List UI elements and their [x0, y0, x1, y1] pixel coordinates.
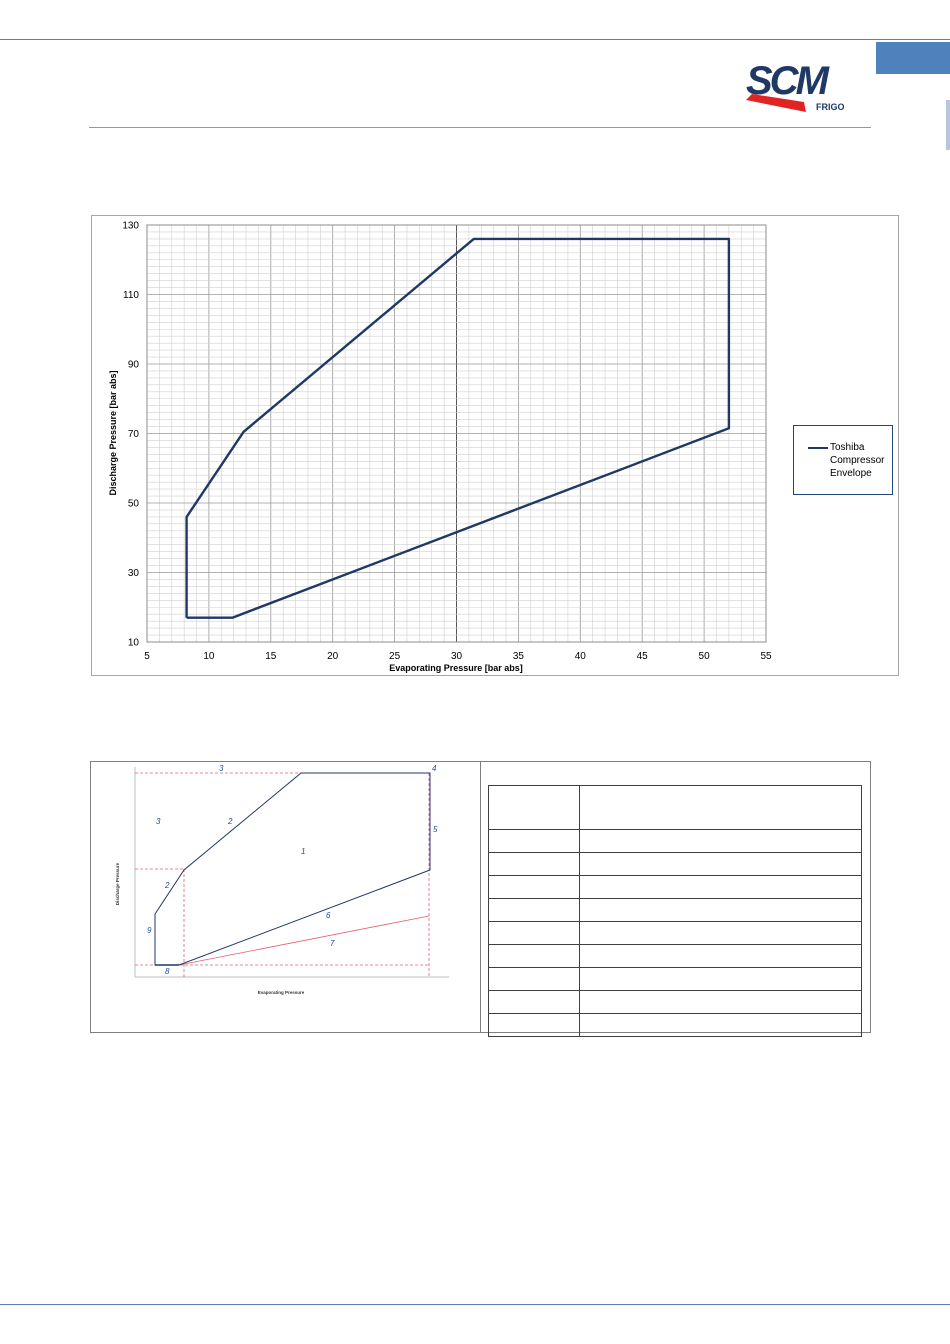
region-table [488, 785, 862, 1037]
region-label: 2 [227, 817, 233, 826]
table-row [488, 921, 862, 945]
x-tick-label: 5 [144, 651, 150, 662]
y-tick-label: 10 [128, 638, 140, 649]
y-tick-label: 90 [128, 360, 140, 371]
panel-divider [480, 762, 481, 1032]
table-cell [488, 852, 580, 876]
x-tick-label: 10 [203, 651, 215, 662]
table-cell [579, 898, 862, 922]
table-cell [488, 921, 580, 945]
y-tick-label: 110 [123, 290, 139, 301]
region-label: 8 [165, 967, 170, 976]
envelope-diagram-panel: 3 4 3 2 5 1 2 6 9 7 8 Evaporating Pressu… [90, 761, 871, 1033]
table-cell [488, 898, 580, 922]
table-cell [488, 990, 580, 1014]
logo-main-text: SCM [746, 59, 831, 103]
series-line-toshiba-envelope [185, 237, 731, 619]
y-tick-label: 50 [128, 499, 140, 510]
table-row [488, 875, 862, 899]
envelope-chart-frame: 5 10 15 20 25 30 35 40 45 50 55 10 30 50 70 90 110 130 Ev… [91, 215, 899, 676]
table-row [488, 990, 862, 1014]
x-tick-label: 20 [327, 651, 339, 662]
y-axis-label: Discharge Pressure [bar abs] [108, 370, 118, 495]
logo-sub-text: FRIGO [816, 102, 845, 112]
table-cell [579, 875, 862, 899]
envelope-chart: 5 10 15 20 25 30 35 40 45 50 55 10 30 50 70 90 110 130 Ev… [108, 221, 772, 674]
table-cell [579, 967, 862, 991]
chart-legend: Toshiba Compressor Envelope [793, 425, 893, 495]
table-header-cell [488, 785, 580, 830]
table-cell [488, 1013, 580, 1037]
table-cell [579, 990, 862, 1014]
chart-series [185, 237, 731, 619]
y-tick-label: 30 [128, 568, 140, 579]
plot-area [146, 224, 767, 643]
x-tick-label: 15 [265, 651, 277, 662]
table-row [488, 1013, 862, 1037]
table-cell [579, 944, 862, 968]
region-label: 5 [433, 825, 438, 834]
chart-tick-labels: 5 10 15 20 25 30 35 40 45 50 55 10 30 50 70 90 110 130 [122, 221, 772, 663]
table-cell [488, 829, 580, 853]
table-cell [579, 921, 862, 945]
scm-frigo-logo: SCM FRIGO [744, 56, 850, 114]
top-rule [0, 39, 950, 40]
x-tick-label: 35 [513, 651, 525, 662]
table-cell [488, 875, 580, 899]
diagram-y-label: Discharge Pressure [115, 862, 120, 905]
table-header-cell [579, 785, 862, 830]
x-tick-label: 30 [451, 651, 463, 662]
page-tab [876, 42, 950, 74]
table-row [488, 852, 862, 876]
table-header-row [488, 785, 862, 830]
chart-grid [146, 224, 767, 643]
region-label: 9 [147, 926, 152, 935]
legend-swatch [808, 447, 828, 449]
logo-graphic: SCM FRIGO [746, 59, 845, 112]
bottom-rule [0, 1304, 950, 1305]
table-cell [579, 1013, 862, 1037]
x-axis-label: Evaporating Pressure [bar abs] [389, 663, 523, 673]
x-tick-label: 45 [637, 651, 649, 662]
region-label: 3 [156, 817, 161, 826]
table-row [488, 944, 862, 968]
table-cell [579, 852, 862, 876]
x-tick-label: 55 [760, 651, 772, 662]
y-tick-label: 70 [128, 429, 140, 440]
x-tick-label: 25 [389, 651, 401, 662]
table-cell [488, 944, 580, 968]
region-label: 2 [164, 881, 170, 890]
table-row [488, 967, 862, 991]
region-label: 7 [330, 939, 335, 948]
x-tick-label: 40 [575, 651, 587, 662]
region-label: 1 [301, 847, 305, 856]
y-tick-label: 130 [122, 221, 139, 232]
table-cell [488, 967, 580, 991]
region-label: 6 [326, 911, 331, 920]
region-label: 4 [432, 764, 437, 773]
table-row [488, 898, 862, 922]
table-cell [579, 829, 862, 853]
legend-entry: Toshiba Compressor Envelope [830, 442, 885, 479]
diagram-x-label: Evaporating Pressure [258, 990, 305, 995]
page-edge-marker [946, 100, 950, 150]
envelope-region-diagram: 3 4 3 2 5 1 2 6 9 7 8 Evaporating Pressu… [115, 764, 449, 995]
header-rule [89, 127, 871, 128]
region-label: 3 [219, 764, 224, 773]
x-tick-label: 50 [699, 651, 711, 662]
table-row [488, 829, 862, 853]
